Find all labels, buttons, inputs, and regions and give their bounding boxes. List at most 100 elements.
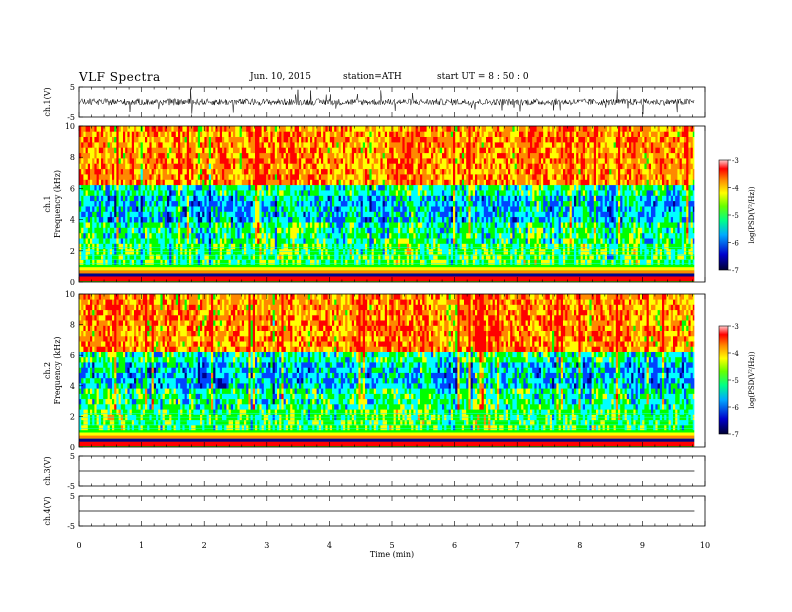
spectrogram-cell	[206, 254, 210, 260]
spectrogram-cell	[164, 259, 168, 266]
spectrogram-cell	[96, 211, 100, 218]
spectrogram-cell	[125, 200, 128, 207]
spectrogram-cell	[125, 254, 128, 260]
spectrogram-cell	[158, 216, 161, 223]
spectrogram-cell	[81, 222, 84, 228]
spectrogram-cell	[123, 254, 126, 260]
spectrogram-cell	[268, 190, 271, 196]
spectrogram-cell	[120, 131, 124, 137]
spectrogram-cell	[153, 211, 157, 218]
spectrogram-cell	[215, 211, 218, 218]
spectrogram-cell	[101, 131, 104, 137]
spectrogram-cell	[237, 216, 240, 223]
spectrogram-cell	[182, 136, 185, 143]
spectrogram-cell	[193, 158, 196, 164]
spectrogram-cell	[142, 126, 146, 132]
spectrogram-cell	[270, 179, 273, 186]
spectrogram-cell	[131, 126, 135, 132]
spectrogram-cell	[252, 200, 256, 207]
spectrogram-cell	[149, 211, 152, 218]
spectrogram-cell	[263, 131, 267, 137]
spectrogram-cell	[101, 259, 104, 266]
spectrogram-cell	[160, 184, 163, 191]
spectrogram-cell	[197, 206, 201, 212]
spectrogram-cell	[123, 136, 126, 143]
spectrogram-cell	[230, 158, 234, 164]
spectrogram-cell	[169, 184, 172, 191]
spectrogram-cell	[274, 142, 278, 148]
spectrogram-cell	[241, 259, 245, 266]
spectrogram-cell	[270, 238, 273, 244]
spectrogram-cell	[272, 216, 276, 223]
spectrogram-cell	[233, 136, 236, 143]
spectrogram-cell	[127, 184, 130, 191]
spectrogram-cell	[94, 216, 97, 223]
spectrogram-cell	[125, 195, 128, 202]
spectrogram-cell	[217, 147, 221, 154]
spectrogram-cell	[167, 184, 170, 191]
spectrogram-cell	[257, 168, 260, 175]
spectrogram-cell	[213, 131, 216, 137]
spectrogram-cell	[169, 216, 172, 223]
spectrogram-cell	[274, 222, 278, 228]
spectrogram-cell	[197, 179, 201, 186]
spectrogram-cell	[138, 147, 141, 154]
spectrogram-cell	[257, 211, 260, 218]
spectrogram-cell	[270, 174, 273, 180]
spectrogram-cell	[107, 259, 111, 266]
spectrogram-cell	[248, 179, 251, 186]
spectrogram-cell	[134, 174, 137, 180]
spectrogram-cell	[164, 211, 168, 218]
spectrogram-cell	[120, 222, 124, 228]
spectrogram-cell	[235, 179, 238, 186]
spectrogram-cell	[250, 222, 254, 228]
spectrogram-cell	[142, 206, 146, 212]
spectrogram-cell	[197, 126, 201, 132]
spectrogram-cell	[87, 195, 91, 202]
spectrogram-cell	[246, 254, 249, 260]
spectrogram-cell	[244, 259, 247, 266]
spectrogram-cell	[98, 184, 102, 191]
spectrogram-cell	[239, 216, 243, 223]
spectrogram-cell	[173, 152, 177, 159]
spectrogram-cell	[149, 259, 152, 266]
spectrogram-cell	[241, 222, 245, 228]
spectrogram-cell	[167, 126, 170, 132]
spectrogram-cell	[186, 152, 190, 159]
spectrogram-cell	[103, 206, 106, 212]
spectrogram-cell	[186, 174, 190, 180]
spectrogram-cell	[193, 195, 196, 202]
spectrogram-cell	[127, 254, 130, 260]
spectrogram-cell	[268, 152, 271, 159]
spectrogram-cell	[186, 163, 190, 170]
spectrogram-cell	[83, 211, 86, 218]
spectrogram-cell	[244, 216, 247, 223]
spectrogram-cell	[160, 227, 163, 234]
spectrogram-cell	[257, 259, 260, 266]
spectrogram-cell	[171, 222, 174, 228]
spectrogram-cell	[233, 142, 236, 148]
spectrogram-cell	[233, 195, 236, 202]
spectrogram-cell	[189, 238, 192, 244]
spectrogram-cell	[281, 227, 284, 234]
spectrogram-cell	[215, 259, 218, 266]
spectrogram-cell	[261, 211, 265, 218]
spectrogram-cell	[98, 147, 102, 154]
spectrogram-cell	[246, 232, 249, 239]
spectrogram-cell	[138, 168, 141, 175]
spectrogram-cell	[184, 259, 188, 266]
spectrogram-cell	[175, 243, 179, 250]
spectrogram-cell	[195, 179, 199, 186]
spectrogram-cell	[228, 147, 232, 154]
spectrogram-cell	[268, 216, 271, 223]
spectrogram-cell	[272, 184, 276, 191]
spectrogram-cell	[116, 184, 119, 191]
spectrogram-cell	[255, 168, 258, 175]
spectrogram-cell	[200, 206, 203, 212]
spectrogram-cell	[213, 227, 216, 234]
spectrogram-cell	[217, 206, 221, 212]
spectrogram-cell	[140, 131, 144, 137]
spectrogram-cell	[129, 200, 133, 207]
spectrogram-cell	[160, 216, 163, 223]
spectrogram-cell	[153, 136, 157, 143]
